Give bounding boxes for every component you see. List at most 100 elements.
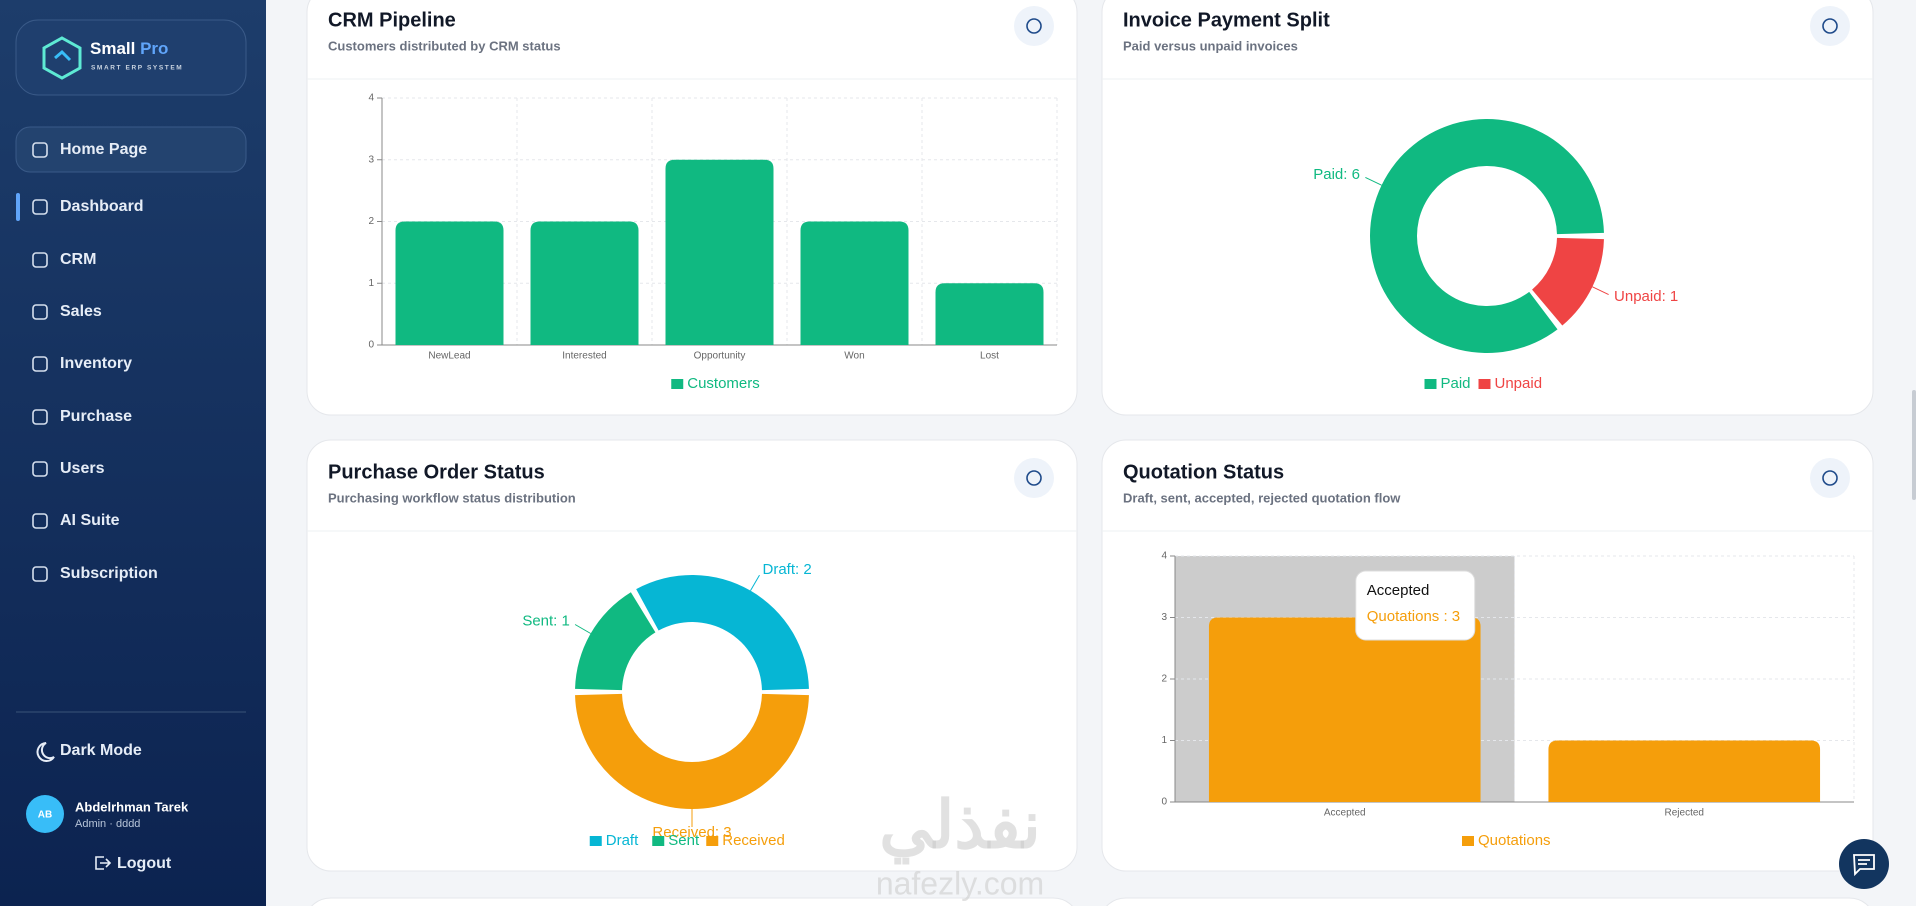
nav-icon bbox=[32, 409, 48, 425]
nav-icon bbox=[32, 252, 48, 268]
nav-item[interactable]: Subscription bbox=[60, 565, 158, 582]
label-connector bbox=[574, 624, 591, 634]
brand-name-text: Small bbox=[90, 39, 135, 58]
nav-item[interactable]: AI Suite bbox=[60, 512, 120, 529]
scrollbar bbox=[1912, 390, 1916, 500]
pie-slice bbox=[1532, 237, 1604, 326]
label-connector bbox=[1592, 286, 1609, 296]
pie-slice bbox=[575, 693, 809, 809]
nav-item[interactable]: CRM bbox=[60, 251, 96, 268]
brand-logo bbox=[42, 36, 82, 80]
dark-mode-toggle[interactable]: Dark Mode bbox=[60, 742, 142, 759]
card-title: Invoice Payment Split bbox=[1123, 9, 1330, 31]
watermark-url: nafezly.com bbox=[876, 865, 1044, 901]
brand-name: Small Pro bbox=[90, 39, 168, 58]
user-role: Admin · dddd bbox=[75, 818, 140, 830]
chat-icon bbox=[1853, 854, 1875, 877]
nav-item[interactable]: Home Page bbox=[60, 141, 147, 158]
nav-icon bbox=[32, 566, 48, 582]
y-tick-label: 2 bbox=[368, 216, 374, 227]
nav-list: Home Page Dashboard CRM Sales Inventory Purch… bbox=[32, 141, 158, 582]
y-tick-label: 1 bbox=[368, 278, 374, 289]
legend-label: Unpaid bbox=[1495, 375, 1543, 392]
y-tick-label: 1 bbox=[1161, 735, 1167, 746]
pie-slice bbox=[636, 575, 809, 691]
card bbox=[1101, 0, 1874, 416]
card-icon[interactable] bbox=[1014, 458, 1054, 498]
card-icon[interactable] bbox=[1810, 6, 1850, 46]
y-tick-label: 2 bbox=[1161, 674, 1167, 685]
legend-label: Sent bbox=[668, 832, 700, 849]
y-tick-label: 3 bbox=[368, 154, 374, 165]
nav-icon bbox=[32, 199, 48, 215]
legend-label: Draft bbox=[606, 832, 639, 849]
x-tick-label: Interested bbox=[562, 351, 606, 362]
nav-icon bbox=[32, 304, 48, 320]
y-tick-label: 0 bbox=[368, 340, 374, 351]
brand-tagline: SMART ERP SYSTEM bbox=[91, 65, 183, 72]
tooltip-value: Quotations : 3 bbox=[1367, 608, 1460, 625]
moon-icon bbox=[36, 742, 55, 762]
brand-accent: Pro bbox=[140, 39, 168, 58]
tooltip-title: Accepted bbox=[1367, 582, 1430, 599]
pie-slice bbox=[575, 592, 656, 691]
card-title: Purchase Order Status bbox=[328, 461, 545, 483]
card-icon[interactable] bbox=[1810, 458, 1850, 498]
bar bbox=[395, 221, 504, 345]
card-subtitle: Paid versus unpaid invoices bbox=[1123, 38, 1298, 53]
card-icon-glyph bbox=[1822, 18, 1838, 34]
y-tick-label: 3 bbox=[1161, 612, 1167, 623]
card-icon-glyph bbox=[1026, 470, 1042, 486]
legend-swatch bbox=[589, 836, 602, 846]
bar bbox=[800, 221, 909, 345]
x-tick-label: NewLead bbox=[428, 351, 470, 362]
nav-icon bbox=[32, 142, 48, 158]
nav-item[interactable]: Purchase bbox=[60, 408, 132, 425]
nav-icon bbox=[32, 356, 48, 372]
logout-icon bbox=[95, 856, 112, 870]
tooltip bbox=[1355, 570, 1476, 641]
slice-label: Sent: 1 bbox=[522, 612, 570, 629]
nav-icon bbox=[32, 513, 48, 529]
x-tick-label: Opportunity bbox=[694, 351, 746, 362]
x-tick-label: Lost bbox=[980, 351, 999, 362]
card-partial bbox=[1106, 897, 1869, 906]
nav-item[interactable]: Inventory bbox=[60, 355, 132, 372]
slice-label: Paid: 6 bbox=[1313, 166, 1360, 183]
label-connector bbox=[1365, 176, 1382, 186]
logout-button[interactable]: Logout bbox=[117, 855, 172, 872]
bar bbox=[1208, 617, 1481, 802]
x-tick-label: Accepted bbox=[1324, 808, 1366, 819]
legend-label: Customers bbox=[687, 375, 760, 392]
legend-label: Received bbox=[722, 832, 785, 849]
x-tick-label: Rejected bbox=[1665, 808, 1704, 819]
user-name: Abdelrhman Tarek bbox=[75, 799, 189, 814]
brand-box[interactable] bbox=[15, 19, 247, 96]
y-tick-label: 4 bbox=[368, 93, 374, 104]
brand-logo-mark bbox=[54, 49, 72, 62]
nav-indicator bbox=[16, 193, 20, 221]
label-connector bbox=[750, 574, 760, 591]
nav-item[interactable]: Sales bbox=[60, 303, 102, 320]
legend-swatch bbox=[1462, 836, 1474, 846]
legend-label: Quotations bbox=[1478, 832, 1551, 849]
legend-swatch bbox=[706, 836, 719, 846]
legend-swatch bbox=[652, 836, 665, 846]
card-partial bbox=[311, 897, 1073, 906]
card-title: CRM Pipeline bbox=[328, 9, 456, 31]
card-subtitle: Draft, sent, accepted, rejected quotatio… bbox=[1123, 490, 1401, 505]
y-tick-label: 4 bbox=[1161, 551, 1167, 562]
bar bbox=[1548, 740, 1821, 802]
avatar[interactable] bbox=[26, 795, 64, 833]
pie-slice bbox=[1370, 119, 1604, 354]
card-icon[interactable] bbox=[1014, 6, 1054, 46]
x-tick-label: Won bbox=[844, 351, 864, 362]
nav-item[interactable]: Users bbox=[60, 460, 105, 477]
card-icon-glyph bbox=[1822, 470, 1838, 486]
watermark: نفذلي bbox=[879, 787, 1041, 865]
card-subtitle: Purchasing workflow status distribution bbox=[328, 490, 576, 505]
nav-item[interactable]: Dashboard bbox=[60, 198, 144, 215]
bar bbox=[935, 283, 1044, 345]
card-title: Quotation Status bbox=[1123, 461, 1284, 483]
